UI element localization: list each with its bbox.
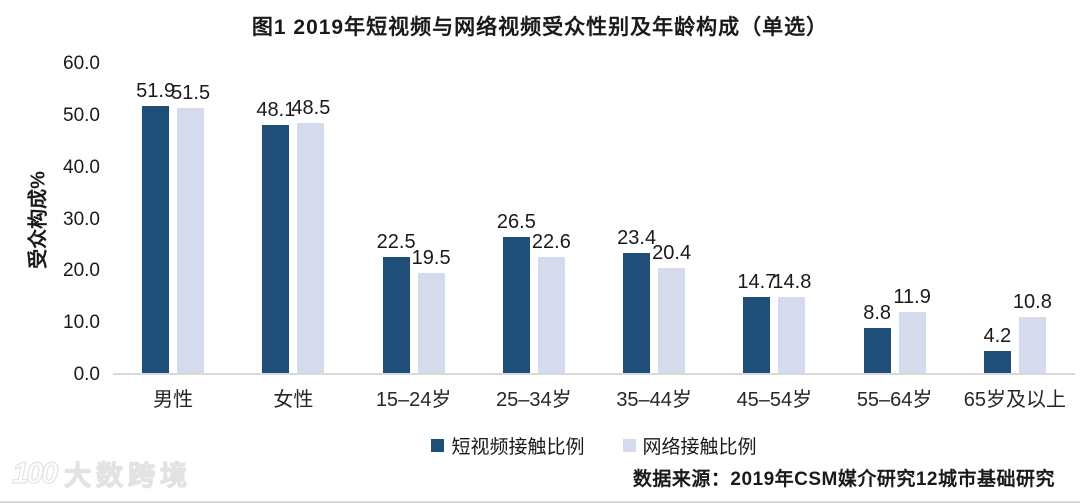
bar-网络接触比例 (297, 123, 325, 373)
category-label: 55–64岁 (856, 389, 933, 411)
legend-item: 短视频接触比例 (431, 432, 585, 459)
legend-swatch (622, 439, 636, 452)
bar-wrap: 11.9 (893, 286, 931, 373)
bar-value-label: 14.7 (737, 271, 777, 294)
bar-网络接触比例 (537, 256, 565, 373)
y-tick-label: 0.0 (73, 364, 100, 385)
watermark-logo-icon: 100 (11, 456, 58, 490)
bottom-border-line (0, 501, 1080, 503)
bar-网络接触比例 (658, 267, 686, 373)
legend-swatch (431, 439, 445, 452)
legend-label: 网络接触比例 (642, 437, 757, 458)
category-label: 女性 (273, 389, 314, 411)
category-label: 65岁及以上 (963, 389, 1066, 411)
bar-短视频接触比例 (623, 252, 651, 373)
bar-group: 8.8 11.9 55–64岁 (835, 64, 955, 411)
bar-group: 23.4 20.4 35–44岁 (594, 64, 714, 412)
bar-短视频接触比例 (142, 105, 170, 373)
bar-短视频接触比例 (382, 257, 410, 373)
bar-wrap: 14.7 (737, 271, 776, 373)
bar-网络接触比例 (778, 296, 806, 373)
bar-wrap: 10.8 (1013, 291, 1052, 373)
bar-短视频接触比例 (262, 125, 290, 373)
bar-value-label: 20.4 (652, 241, 692, 264)
category-label: 25–34岁 (496, 389, 572, 411)
source-note: 数据来源：2019年CSM媒介研究12城市基础研究 (632, 469, 1055, 490)
bar-短视频接触比例 (983, 351, 1011, 373)
bar-wrap: 22.6 (532, 231, 571, 373)
category-label: 45–54岁 (736, 389, 813, 411)
bar-wrap: 48.1 (256, 99, 295, 373)
bar-value-label: 22.5 (376, 231, 416, 254)
bar-wrap: 19.5 (412, 247, 451, 373)
legend: 短视频接触比例 网络接触比例 (113, 432, 1075, 459)
bar-wrap: 23.4 (617, 227, 656, 373)
bar-value-label: 8.8 (863, 301, 892, 324)
bar-value-label: 48.1 (256, 99, 296, 122)
bar-value-label: 26.5 (496, 210, 536, 233)
bar-group: 48.1 48.5 女性 (233, 64, 353, 411)
bar-网络接触比例 (417, 272, 445, 373)
bar-value-label: 11.9 (893, 285, 931, 308)
y-tick-label: 40.0 (63, 156, 100, 178)
legend-label: 短视频接触比例 (451, 437, 585, 458)
bar-value-label: 22.6 (531, 230, 571, 253)
bar-wrap: 26.5 (497, 211, 536, 373)
y-tick-label: 10.0 (63, 312, 100, 334)
bar-wrap: 8.8 (863, 302, 891, 373)
bar-wrap: 48.5 (291, 97, 330, 373)
watermark-text: 大数跨境 (63, 460, 193, 491)
y-tick-label: 50.0 (63, 104, 100, 126)
bar-value-label: 19.5 (411, 246, 451, 269)
bar-短视频接触比例 (743, 297, 771, 373)
bar-网络接触比例 (1018, 317, 1046, 373)
bar-value-label: 51.9 (136, 79, 176, 102)
bar-网络接触比例 (898, 311, 926, 373)
plot-area: 51.9 51.5 男性 48.1 48.5 女性 22.5 19.5 15–24岁 26.5 22… (113, 64, 1075, 412)
bar-value-label: 4.2 (983, 325, 1012, 348)
category-label: 35–44岁 (616, 389, 692, 411)
bar-group: 22.5 19.5 15–24岁 (354, 64, 474, 411)
watermark: 100 大数跨境 (11, 454, 193, 493)
bar-网络接触比例 (177, 107, 205, 373)
bar-短视频接触比例 (863, 327, 891, 373)
bar-wrap: 51.9 (136, 80, 175, 373)
bar-wrap: 4.2 (983, 325, 1011, 373)
bar-wrap: 14.8 (772, 271, 811, 373)
chart-title: 图1 2019年短视频与网络视频受众性别及年龄构成（单选） (251, 16, 829, 39)
bar-value-label: 51.5 (171, 81, 211, 104)
bar-group: 4.2 10.8 65岁及以上 (955, 64, 1075, 411)
bar-value-label: 10.8 (1012, 291, 1052, 314)
bar-value-label: 23.4 (617, 226, 657, 249)
bar-group: 26.5 22.6 25–34岁 (474, 64, 594, 411)
bar-wrap: 51.5 (171, 82, 210, 373)
category-label: 15–24岁 (375, 389, 452, 411)
y-tick-label: 60.0 (63, 53, 100, 74)
bar-group: 51.9 51.5 男性 (113, 64, 233, 411)
bar-value-label: 48.5 (291, 97, 331, 120)
bar-wrap: 20.4 (652, 242, 691, 373)
category-label: 男性 (153, 389, 194, 411)
y-tick-label: 30.0 (63, 208, 100, 230)
bar-wrap: 22.5 (377, 231, 416, 373)
legend-item: 网络接触比例 (622, 432, 757, 459)
bar-value-label: 14.8 (772, 270, 812, 293)
bar-group: 14.7 14.8 45–54岁 (714, 64, 834, 411)
bar-短视频接触比例 (502, 236, 530, 373)
y-tick-label: 20.0 (63, 260, 100, 282)
